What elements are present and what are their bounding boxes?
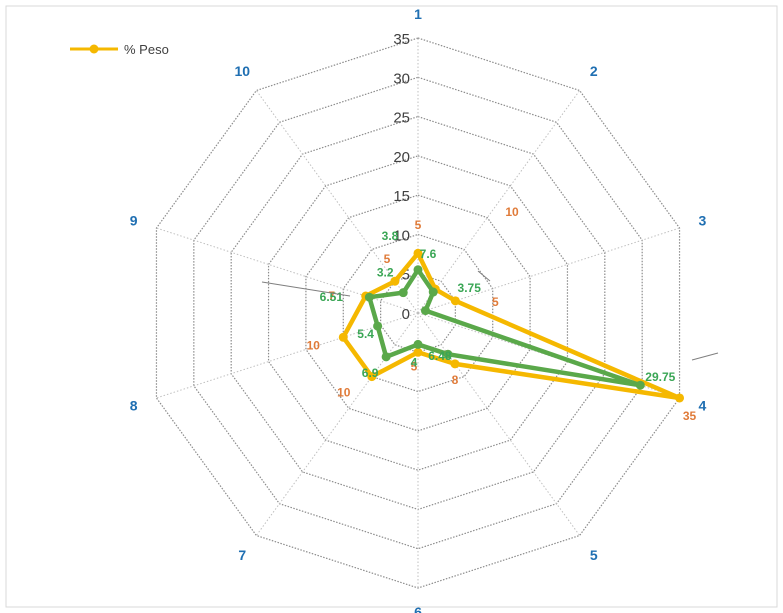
data-point: [420, 306, 430, 316]
data-point: [364, 292, 374, 302]
data-label: 10: [337, 386, 351, 400]
grid-ring: [155, 37, 681, 589]
data-label: 4: [411, 355, 418, 369]
category-label: 1: [414, 6, 422, 22]
extra-label: 10: [505, 205, 519, 219]
data-label: 5: [492, 295, 499, 309]
extra-label: 5: [415, 218, 422, 232]
leader-line: [691, 352, 719, 361]
data-point: [390, 276, 400, 286]
data-label: 5.4: [357, 327, 374, 341]
leader-line: [477, 270, 491, 282]
data-point: [398, 288, 408, 298]
spoke-line: [417, 90, 581, 314]
data-label: 7.6: [420, 247, 437, 261]
category-label: 4: [698, 397, 706, 413]
spoke-line: [156, 227, 419, 314]
data-label: 6.9: [362, 366, 379, 380]
data-point: [675, 393, 685, 403]
spoke-line: [417, 312, 581, 536]
category-label: 10: [234, 63, 250, 79]
data-label: 10: [307, 338, 321, 352]
category-label: 5: [590, 547, 598, 563]
data-point: [381, 352, 391, 362]
category-label: 9: [130, 213, 138, 229]
spoke-line: [417, 227, 680, 314]
tick-label: 25: [393, 110, 410, 127]
category-label: 3: [698, 213, 706, 229]
series-line: [341, 251, 682, 401]
tick-label: 30: [393, 70, 410, 87]
data-point: [450, 296, 460, 306]
data-label: 3.2: [377, 266, 394, 280]
data-label: 6.48: [428, 349, 452, 363]
data-point: [413, 248, 423, 258]
grid-ring: [305, 194, 531, 432]
spoke-line: [255, 312, 419, 536]
data-point: [443, 349, 453, 359]
data-point: [413, 265, 423, 275]
data-label: 8: [452, 373, 459, 387]
data-point: [413, 339, 423, 349]
tick-label: 10: [393, 227, 410, 244]
category-label: 8: [130, 397, 138, 413]
data-point: [450, 359, 460, 369]
data-label: 35: [683, 409, 697, 423]
spoke-line: [255, 90, 419, 314]
data-label: 6.51: [320, 290, 344, 304]
extra-label: 3.8: [382, 229, 399, 243]
leader-line: [261, 281, 351, 297]
data-point: [367, 372, 377, 382]
tick-label: 20: [393, 149, 410, 166]
legend-marker: [89, 44, 99, 54]
data-label: 7: [328, 289, 335, 303]
data-point: [428, 287, 438, 297]
data-point: [413, 347, 423, 357]
data-point: [338, 332, 348, 342]
category-label: 7: [238, 547, 246, 563]
data-point: [373, 321, 383, 331]
tick-label: 0: [402, 306, 410, 323]
category-label: 6: [414, 604, 422, 613]
data-label: 5: [411, 359, 418, 373]
data-point: [635, 380, 645, 390]
chart-border: [5, 5, 778, 608]
tick-label: 35: [393, 31, 410, 48]
tick-label: 5: [402, 267, 410, 284]
legend-label: % Peso: [124, 42, 169, 57]
data-label: 5: [384, 252, 391, 266]
category-label: 2: [590, 63, 598, 79]
data-label: 29.75: [645, 370, 675, 384]
tick-label: 15: [393, 188, 410, 205]
data-label: 3.75: [458, 281, 482, 295]
